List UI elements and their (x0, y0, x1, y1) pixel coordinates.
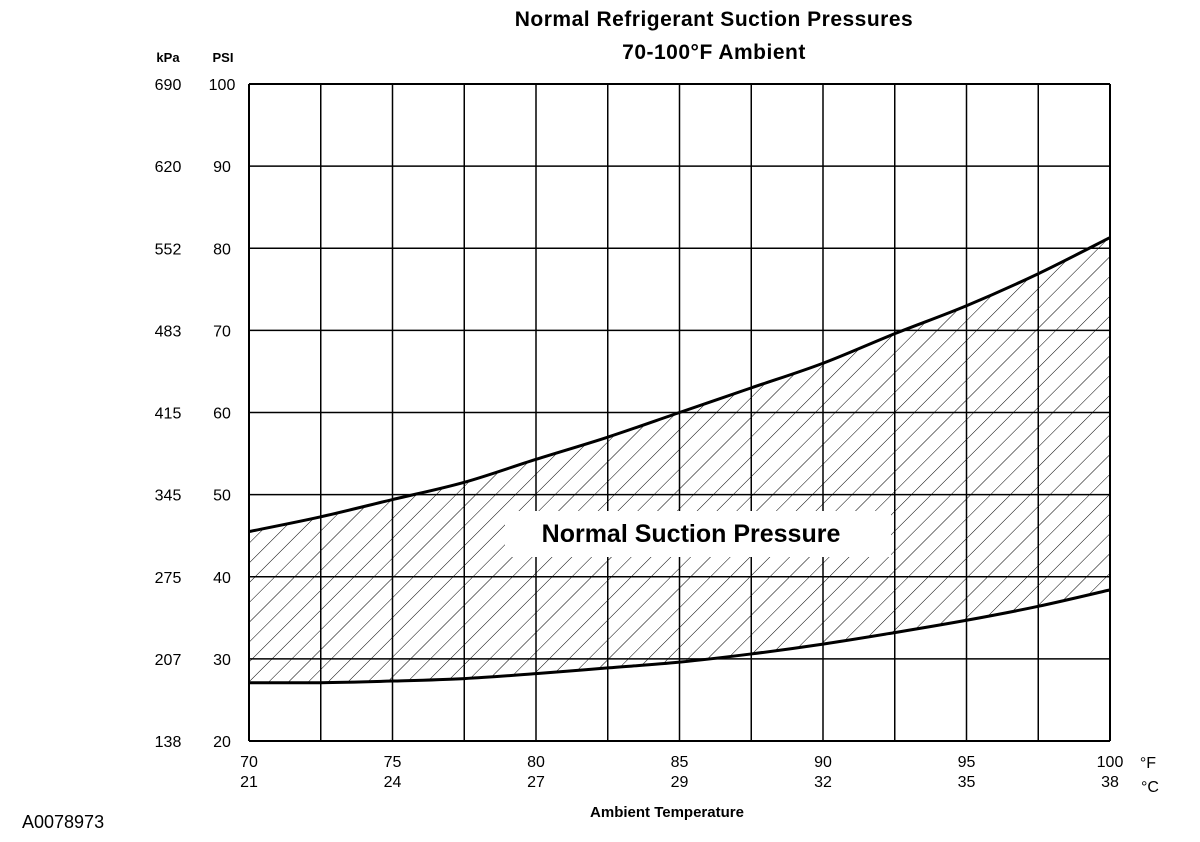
x-tick-fahrenheit: 100 (1097, 754, 1124, 771)
upper-bound-curve (248, 236, 1111, 534)
x-tick-fahrenheit: 70 (240, 754, 258, 771)
x-tick-celsius: 29 (671, 774, 689, 791)
y-tick-psi: 50 (213, 488, 231, 505)
y-unit-kpa: kPa (156, 50, 180, 65)
figure-reference-code: A0078973 (22, 812, 105, 832)
y-tick-psi: 20 (213, 734, 231, 751)
x-tick-fahrenheit: 85 (671, 754, 689, 771)
x-tick-fahrenheit: 90 (814, 754, 832, 771)
boundary-curves-layer (248, 236, 1111, 685)
x-tick-celsius: 27 (527, 774, 545, 791)
x-tick-celsius: 24 (384, 774, 402, 791)
lower-bound-curve (248, 588, 1111, 685)
grid-layer (248, 83, 1111, 742)
chart-title: Normal Refrigerant Suction Pressures (514, 8, 914, 31)
axis-labels-layer: kPa PSI °F °C Ambient Temperature 100 690… (155, 50, 1159, 821)
chart-subtitle: 70-100°F Ambient (622, 41, 806, 64)
y-tick-psi: 30 (213, 652, 231, 669)
y-tick-kpa: 552 (155, 241, 182, 258)
x-tick-fahrenheit: 75 (384, 754, 402, 771)
region-label-background (505, 511, 891, 557)
y-tick-psi: 40 (213, 570, 231, 587)
y-tick-psi: 70 (213, 323, 231, 340)
x-tick-fahrenheit: 80 (527, 754, 545, 771)
x-tick-celsius: 38 (1101, 774, 1119, 791)
y-unit-psi: PSI (213, 50, 234, 65)
x-tick-fahrenheit: 95 (958, 754, 976, 771)
x-unit-celsius: °C (1141, 779, 1159, 796)
y-tick-kpa: 207 (155, 652, 182, 669)
y-tick-psi: 60 (213, 406, 231, 423)
y-tick-kpa: 138 (155, 734, 182, 751)
y-tick-psi: 100 (209, 77, 236, 94)
y-tick-kpa: 483 (155, 323, 182, 340)
y-tick-kpa: 345 (155, 488, 182, 505)
x-tick-celsius: 21 (240, 774, 258, 791)
region-label: Normal Suction Pressure (542, 520, 841, 548)
region-label-group: Normal Suction Pressure (505, 511, 891, 557)
x-unit-fahrenheit: °F (1140, 755, 1156, 772)
y-tick-kpa: 275 (155, 570, 182, 587)
y-tick-psi: 80 (213, 241, 231, 258)
y-tick-psi: 90 (213, 159, 231, 176)
x-tick-celsius: 32 (814, 774, 832, 791)
y-tick-kpa: 620 (155, 159, 182, 176)
y-tick-kpa: 690 (155, 77, 182, 94)
x-tick-celsius: 35 (958, 774, 976, 791)
x-axis-label: Ambient Temperature (590, 804, 744, 821)
y-tick-kpa: 415 (155, 406, 182, 423)
